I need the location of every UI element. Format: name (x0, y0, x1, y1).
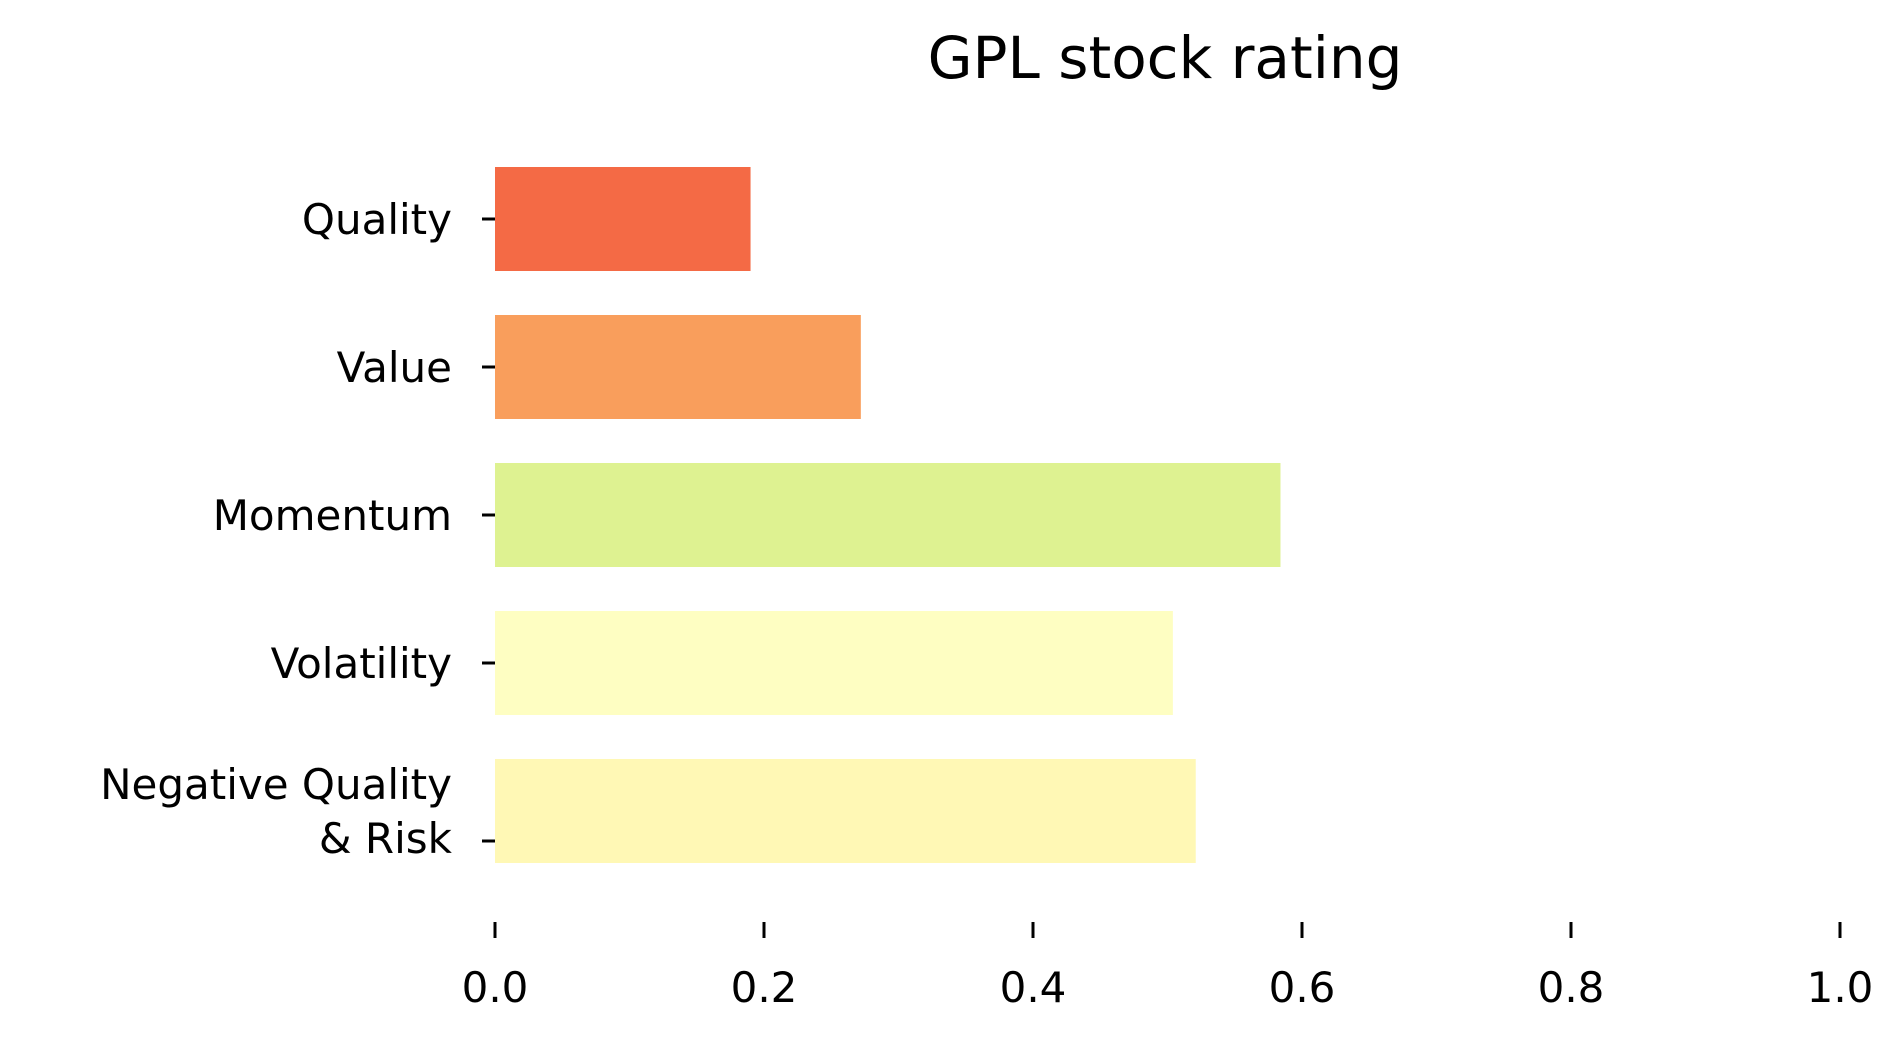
bar-momentum (495, 463, 1281, 567)
bar-quality (495, 167, 751, 271)
y-axis: Quality Value Momentum Volatility Negative Q… (100, 195, 495, 863)
y-tick-label-volatility: Volatility (271, 639, 452, 688)
chart-title: GPL stock rating (928, 24, 1403, 92)
y-tick-label-negative-quality-risk-line-1: Negative Quality (100, 760, 452, 809)
x-axis: 0.0 0.2 0.4 0.6 0.8 1.0 (462, 922, 1874, 1012)
x-tick-label-0.2: 0.2 (731, 963, 798, 1012)
bar-volatility (495, 611, 1173, 715)
x-tick-label-0.4: 0.4 (1000, 963, 1067, 1012)
y-tick-label-quality: Quality (302, 195, 452, 244)
x-tick-label-0.6: 0.6 (1269, 963, 1336, 1012)
x-tick-label-0.8: 0.8 (1538, 963, 1605, 1012)
bar-value (495, 315, 861, 419)
y-tick-label-negative-quality-risk-line-2: & Risk (319, 814, 453, 863)
x-tick-label-1.0: 1.0 (1807, 963, 1874, 1012)
bar-negative-quality-risk (495, 759, 1196, 863)
x-tick-label-0.0: 0.0 (462, 963, 529, 1012)
bars-group (495, 167, 1281, 863)
y-tick-label-momentum: Momentum (213, 491, 452, 540)
y-tick-label-value: Value (337, 343, 452, 392)
